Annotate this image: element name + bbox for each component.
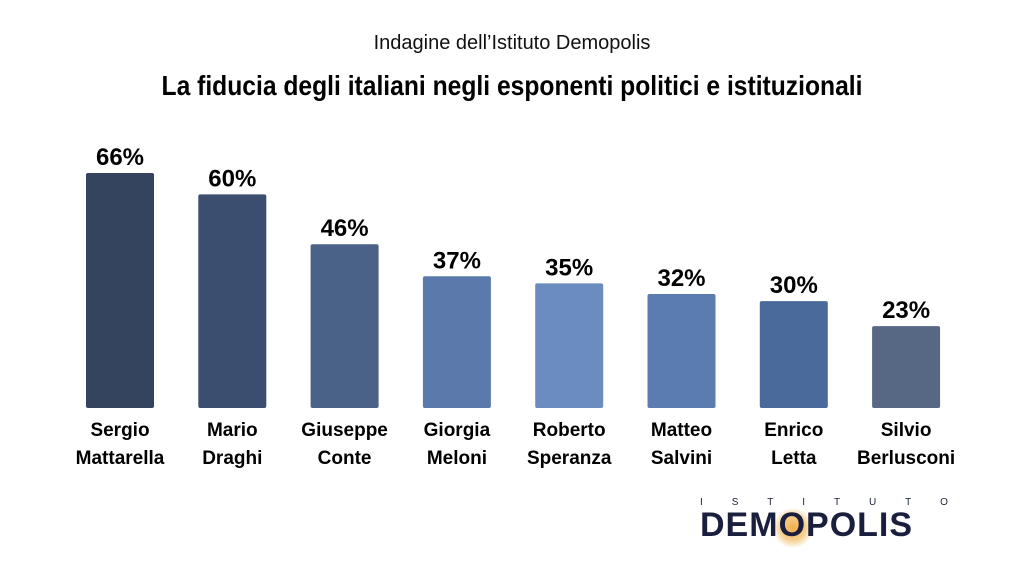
data-label: 46% — [321, 215, 369, 242]
category-label: Salvini — [651, 448, 712, 469]
category-label: Berlusconi — [857, 448, 955, 469]
logo-istituto-text: I S T I T U T O — [700, 497, 948, 508]
data-label: 66% — [96, 144, 144, 171]
category-label: Enrico — [764, 420, 823, 441]
logo-word-end: POLIS — [806, 506, 914, 544]
bar — [535, 283, 604, 408]
logo-letter: O — [940, 497, 948, 508]
bar — [647, 294, 716, 408]
category-label: Sergio — [90, 420, 149, 441]
category-label: Mario — [207, 420, 258, 441]
logo-word-start: DEM — [700, 506, 779, 544]
bar — [198, 194, 267, 408]
logo-letter: T — [905, 497, 912, 508]
category-label: Meloni — [427, 448, 487, 469]
logo-letter: T — [833, 497, 841, 508]
category-label: Speranza — [527, 448, 612, 469]
logo-sun-o: O — [772, 506, 814, 548]
bar-chart: 66% Sergio Mattarella 60% Mario Draghi 46% Gius… — [76, 144, 956, 469]
category-label: Roberto — [533, 420, 606, 441]
data-label: 35% — [545, 254, 593, 281]
category-label: Matteo — [651, 420, 712, 441]
bar — [759, 301, 828, 408]
logo-letter: U — [868, 497, 877, 508]
category-label: Letta — [771, 448, 817, 469]
data-label: 60% — [208, 165, 256, 192]
bar — [872, 326, 941, 408]
category-label: Giorgia — [424, 420, 491, 441]
data-label: 23% — [882, 297, 930, 324]
category-label: Giuseppe — [301, 420, 388, 441]
logo-letter: T — [767, 497, 774, 508]
data-label: 32% — [657, 265, 705, 292]
category-label: Silvio — [881, 420, 932, 441]
chart-subtitle: Indagine dell’Istituto Demopolis — [373, 32, 651, 54]
bar — [86, 173, 154, 408]
category-label: Draghi — [202, 448, 262, 469]
data-label: 37% — [433, 247, 481, 274]
data-label: 30% — [770, 272, 818, 299]
logo-letter: S — [731, 497, 739, 508]
demopolis-logo: DEMOPOLIS — [700, 506, 950, 548]
bar — [422, 276, 491, 408]
logo-letter: I — [802, 497, 806, 508]
category-label: Conte — [318, 448, 372, 469]
category-label: Mattarella — [76, 448, 165, 469]
chart-title: La fiducia degli italiani negli esponent… — [161, 70, 863, 101]
bar — [310, 244, 379, 408]
logo-letter: I — [700, 497, 703, 508]
